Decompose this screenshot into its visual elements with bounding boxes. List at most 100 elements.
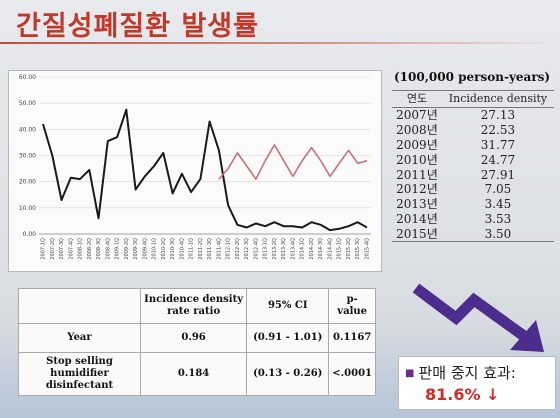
x-tick-label: 2009-3Q bbox=[133, 238, 139, 260]
effect-label: ■ 판매 중지 효과: bbox=[405, 362, 516, 383]
ratio-header-ci: 95% CI bbox=[246, 288, 330, 324]
line-chart: 0.00 10.00 20.00 30.00 40.00 50.00 60.00 2007-… bbox=[8, 70, 382, 272]
density-row: 2007년 27.13 bbox=[392, 108, 554, 123]
effect-label-text: 판매 중지 효과: bbox=[418, 364, 516, 382]
ratio-header-blank bbox=[18, 288, 141, 324]
x-tick-label: 2014-2Q bbox=[309, 238, 315, 260]
x-tick-label: 2007-1Q bbox=[41, 238, 47, 260]
x-tick-label: 2014-1Q bbox=[300, 238, 306, 260]
x-tick-label: 2013-2Q bbox=[272, 238, 278, 260]
x-tick-label: 2015-4Q bbox=[365, 238, 371, 260]
ratio-row-p: <.0001 bbox=[328, 352, 376, 396]
x-tick-label: 2009-1Q bbox=[115, 238, 121, 260]
ratio-row-p: 0.1167 bbox=[328, 323, 376, 353]
ratio-row: Stop selling humidifier disinfectant 0.1… bbox=[18, 352, 376, 396]
y-tick-label: 0.00 bbox=[23, 231, 37, 238]
x-tick-label: 2011-1Q bbox=[189, 238, 195, 260]
density-row: 2009년 31.77 bbox=[392, 138, 554, 153]
x-tick-label: 2010-3Q bbox=[170, 238, 176, 260]
x-tick-label: 2009-4Q bbox=[142, 238, 148, 260]
ratio-header-p: p-value bbox=[328, 288, 376, 324]
density-value: 3.45 bbox=[484, 197, 512, 212]
density-year: 2014년 bbox=[396, 211, 438, 226]
ratio-row-ratio: 0.96 bbox=[139, 323, 248, 353]
decline-arrow-icon bbox=[412, 283, 544, 352]
density-year: 2009년 bbox=[396, 137, 438, 152]
x-tick-label: 2014-3Q bbox=[318, 238, 324, 260]
series-line-counterfactual bbox=[218, 144, 368, 180]
series-line-observed bbox=[42, 108, 368, 232]
x-tick-label: 2011-2Q bbox=[198, 238, 204, 260]
density-year: 2012년 bbox=[396, 182, 438, 197]
x-tick-label: 2007-2Q bbox=[50, 238, 56, 260]
y-tick-label: 30.00 bbox=[19, 153, 36, 160]
density-row: 2010년 24.77 bbox=[392, 152, 554, 167]
x-tick-label: 2007-4Q bbox=[68, 238, 74, 260]
density-value: 24.77 bbox=[480, 152, 516, 167]
x-tick-label: 2012-3Q bbox=[244, 238, 250, 260]
density-table: 연도 Incidence density 2007년 27.13 2008년 22.… bbox=[392, 90, 554, 243]
y-tick-label: 60.00 bbox=[19, 74, 36, 81]
x-tick-label: 2011-4Q bbox=[216, 238, 222, 260]
x-tick-label: 2013-4Q bbox=[290, 238, 296, 260]
x-tick-label: 2015-3Q bbox=[355, 238, 361, 260]
x-tick-label: 2009-2Q bbox=[124, 238, 130, 260]
density-row: 2011년 27.91 bbox=[392, 167, 554, 182]
x-tick-label: 2008-1Q bbox=[78, 238, 84, 260]
density-header-value: Incidence density bbox=[441, 90, 554, 108]
bullet-icon: ■ bbox=[405, 368, 415, 379]
density-unit-label: (100,000 person-years) bbox=[394, 70, 551, 84]
density-row: 2014년 3.53 bbox=[392, 212, 554, 227]
x-tick-label: 2008-4Q bbox=[105, 238, 111, 260]
ratio-row-ratio: 0.184 bbox=[139, 352, 248, 396]
ratio-row-label: Stop selling humidifier disinfectant bbox=[18, 352, 141, 396]
density-value: 3.53 bbox=[484, 211, 512, 226]
x-tick-label: 2010-2Q bbox=[161, 238, 167, 260]
density-year: 2011년 bbox=[396, 167, 438, 182]
ratio-row-ci: (0.13 - 0.26) bbox=[246, 352, 330, 396]
density-row: 2015년 3.50 bbox=[392, 226, 554, 243]
density-value: 31.77 bbox=[480, 137, 516, 152]
x-tick-label: 2008-2Q bbox=[87, 238, 93, 260]
x-tick-label: 2014-4Q bbox=[327, 238, 333, 260]
density-value: 27.13 bbox=[480, 108, 516, 123]
y-tick-label: 10.00 bbox=[19, 205, 36, 212]
slide-title: 간질성폐질환 발생률 bbox=[16, 11, 259, 42]
x-tick-label: 2010-1Q bbox=[152, 238, 158, 260]
x-tick-label: 2012-1Q bbox=[226, 238, 232, 260]
ratio-row-ci: (0.91 - 1.01) bbox=[246, 323, 330, 353]
effect-callout: ■ 판매 중지 효과: 81.6% ↓ bbox=[398, 356, 556, 410]
ratio-row: Year 0.96 (0.91 - 1.01) 0.1167 bbox=[18, 323, 376, 353]
y-tick-label: 50.00 bbox=[19, 100, 36, 107]
ratio-header-row: Incidence density rate ratio 95% CI p-va… bbox=[18, 288, 376, 324]
density-row: 2012년 7.05 bbox=[392, 182, 554, 197]
effect-value: 81.6% ↓ bbox=[425, 385, 500, 404]
density-year: 2008년 bbox=[396, 123, 438, 138]
density-value: 3.50 bbox=[441, 226, 554, 243]
x-tick-label: 2007-3Q bbox=[59, 238, 65, 260]
title-underline bbox=[0, 42, 560, 44]
x-tick-label: 2011-3Q bbox=[207, 238, 213, 260]
x-tick-label: 2010-4Q bbox=[179, 238, 185, 260]
x-tick-label: 2015-2Q bbox=[346, 238, 352, 260]
density-year: 2007년 bbox=[396, 108, 438, 123]
x-tick-label: 2013-1Q bbox=[263, 238, 269, 260]
density-header-row: 연도 Incidence density bbox=[392, 90, 554, 108]
line-chart-svg: 0.00 10.00 20.00 30.00 40.00 50.00 60.00 2007-… bbox=[19, 74, 371, 260]
density-year: 2015년 bbox=[392, 226, 442, 243]
x-tick-label: 2012-2Q bbox=[235, 238, 241, 260]
density-header-year: 연도 bbox=[392, 90, 442, 108]
rate-ratio-table: Incidence density rate ratio 95% CI p-va… bbox=[18, 288, 376, 396]
density-year: 2010년 bbox=[396, 152, 438, 167]
x-tick-label: 2008-3Q bbox=[96, 238, 102, 260]
density-value: 7.05 bbox=[484, 182, 512, 197]
density-year: 2013년 bbox=[396, 197, 438, 212]
ratio-row-label: Year bbox=[18, 323, 141, 353]
y-tick-label: 40.00 bbox=[19, 126, 36, 133]
x-tick-label: 2015-1Q bbox=[337, 238, 343, 260]
y-tick-label: 20.00 bbox=[19, 179, 36, 186]
ratio-header-ratio: Incidence density rate ratio bbox=[139, 288, 248, 324]
density-row: 2008년 22.53 bbox=[392, 123, 554, 138]
density-row: 2013년 3.45 bbox=[392, 197, 554, 212]
x-tick-label: 2013-3Q bbox=[281, 238, 287, 260]
